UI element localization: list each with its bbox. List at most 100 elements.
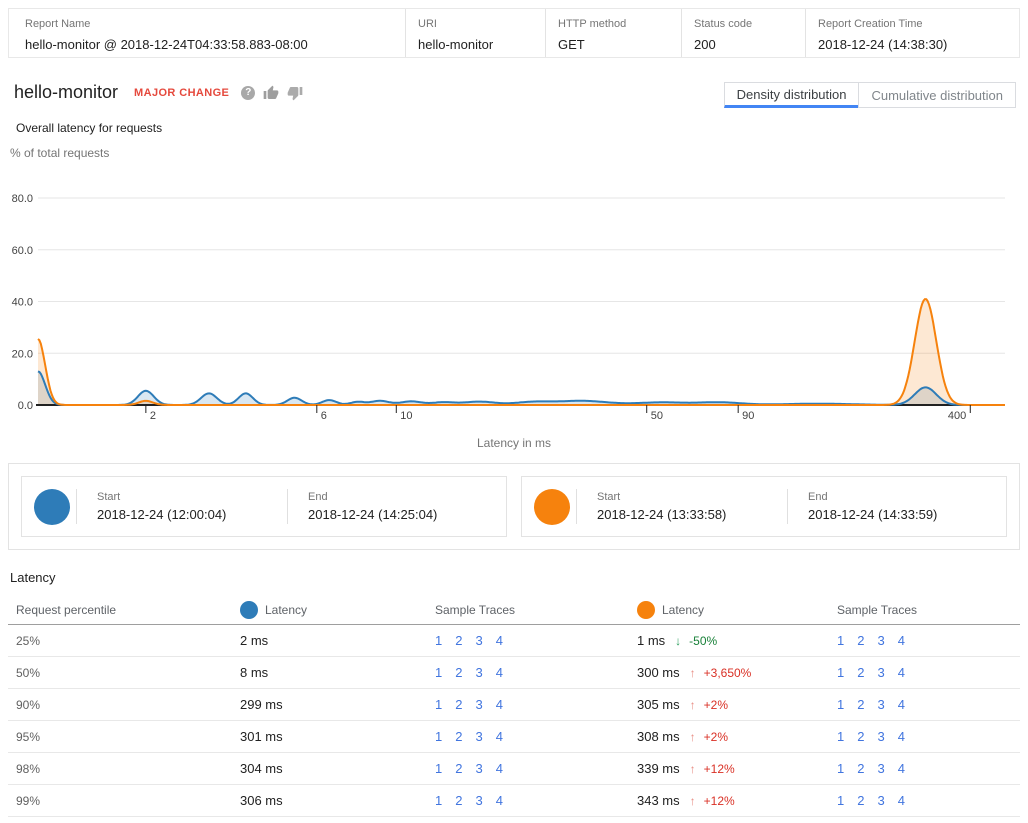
sample-trace-link[interactable]: 2	[455, 793, 463, 808]
change-arrow-icon: ↑	[689, 665, 696, 680]
comparison-latency-value: 339 ms	[637, 761, 680, 776]
svg-text:90: 90	[742, 410, 754, 422]
cell-baseline-latency: 304 ms	[240, 761, 283, 776]
baseline-series-dot	[240, 600, 258, 619]
svg-text:6: 6	[321, 410, 327, 422]
tab-density-distribution[interactable]: Density distribution	[723, 82, 860, 108]
sample-trace-link[interactable]: 1	[435, 665, 443, 680]
cell-baseline-latency: 8 ms	[240, 665, 269, 680]
sample-trace-link[interactable]: 1	[837, 633, 845, 648]
sample-trace-link[interactable]: 2	[455, 665, 463, 680]
sample-trace-link[interactable]: 1	[837, 665, 845, 680]
header-request-percentile: Request percentile	[16, 602, 117, 617]
change-percent: +12%	[703, 761, 735, 776]
change-percent: +2%	[703, 697, 728, 712]
table-row: 99% 306 ms 1 2 3 4 343 ms ↑ +12% 1 2 3 4	[8, 785, 1020, 817]
sample-trace-link[interactable]: 3	[475, 665, 483, 680]
sample-trace-link[interactable]: 2	[857, 729, 865, 744]
sample-trace-link[interactable]: 4	[897, 729, 905, 744]
sample-trace-link[interactable]: 2	[455, 633, 463, 648]
cell-baseline-latency: 301 ms	[240, 729, 283, 744]
sample-trace-link[interactable]: 3	[877, 665, 885, 680]
sample-trace-link[interactable]: 4	[897, 665, 905, 680]
help-icon[interactable]: ?	[241, 85, 256, 100]
time-range-legend: Start 2018-12-24 (12:00:04) End 2018-12-24 …	[8, 463, 1020, 550]
sample-trace-link[interactable]: 1	[435, 793, 443, 808]
thumb-up-icon[interactable]	[263, 85, 279, 101]
legend-end-block: End 2018-12-24 (14:25:04)	[288, 491, 437, 522]
sample-trace-link[interactable]: 2	[455, 729, 463, 744]
chart-y-axis-caption: % of total requests	[10, 146, 110, 160]
sample-trace-link[interactable]: 1	[837, 793, 845, 808]
sample-trace-link[interactable]: 3	[475, 761, 483, 776]
sample-trace-link[interactable]: 2	[857, 633, 865, 648]
cell-request-percentile: 95%	[16, 729, 41, 744]
sample-trace-link[interactable]: 2	[857, 665, 865, 680]
report-info-field: Status code 200	[681, 9, 805, 57]
comparison-latency-value: 308 ms	[637, 729, 680, 744]
sample-trace-link[interactable]: 1	[837, 761, 845, 776]
major-change-badge: MAJOR CHANGE	[134, 86, 230, 99]
sample-trace-link[interactable]: 1	[435, 761, 443, 776]
report-info-field: HTTP method GET	[545, 9, 681, 57]
sample-trace-link[interactable]: 3	[877, 729, 885, 744]
svg-text:10: 10	[400, 410, 412, 422]
sample-trace-link[interactable]: 4	[495, 729, 503, 744]
sample-trace-link[interactable]: 3	[877, 761, 885, 776]
sample-trace-link[interactable]: 1	[435, 633, 443, 648]
sample-trace-link[interactable]: 4	[897, 761, 905, 776]
sample-trace-link[interactable]: 2	[857, 793, 865, 808]
report-info-field: Report Name hello-monitor @ 2018-12-24T04…	[9, 9, 405, 57]
sample-trace-link[interactable]: 4	[495, 793, 503, 808]
sample-trace-link[interactable]: 1	[837, 729, 845, 744]
legend-start-value: 2018-12-24 (13:33:58)	[597, 507, 727, 522]
sample-trace-link[interactable]: 3	[877, 793, 885, 808]
sample-trace-link[interactable]: 3	[877, 633, 885, 648]
report-info-value: 200	[694, 37, 716, 52]
sample-trace-link[interactable]: 4	[495, 665, 503, 680]
divider	[787, 489, 788, 524]
legend-end-value: 2018-12-24 (14:25:04)	[308, 507, 438, 522]
sample-trace-link[interactable]: 4	[897, 793, 905, 808]
sample-trace-link[interactable]: 4	[897, 697, 905, 712]
change-arrow-icon: ↑	[689, 793, 696, 808]
change-arrow-icon: ↑	[689, 761, 696, 776]
tab-cumulative-distribution[interactable]: Cumulative distribution	[858, 82, 1016, 108]
legend-end-label: End	[308, 491, 328, 503]
sample-trace-link[interactable]: 2	[455, 761, 463, 776]
sample-trace-link[interactable]: 2	[857, 761, 865, 776]
sample-trace-link[interactable]: 1	[837, 697, 845, 712]
sample-trace-link[interactable]: 3	[475, 697, 483, 712]
cell-comparison-latency: 305 ms ↑ +2%	[637, 697, 837, 712]
legend-start-label: Start	[597, 491, 621, 503]
sample-trace-link[interactable]: 4	[897, 633, 905, 648]
sample-trace-link[interactable]: 4	[495, 697, 503, 712]
comparison-series-dot	[637, 600, 655, 619]
sample-trace-link[interactable]: 2	[857, 697, 865, 712]
sample-trace-link[interactable]: 2	[455, 697, 463, 712]
cell-baseline-latency: 2 ms	[240, 633, 269, 648]
report-info-field: Report Creation Time 2018-12-24 (14:38:30…	[805, 9, 1019, 57]
sample-trace-link[interactable]: 4	[495, 633, 503, 648]
sample-trace-link[interactable]: 3	[475, 793, 483, 808]
series-color-dot	[534, 488, 570, 525]
cell-request-percentile: 98%	[16, 761, 41, 776]
sample-trace-link[interactable]: 4	[495, 761, 503, 776]
sample-trace-link[interactable]: 1	[435, 697, 443, 712]
comparison-latency-value: 305 ms	[637, 697, 680, 712]
change-arrow-icon: ↑	[689, 697, 696, 712]
chart-subtitle: Overall latency for requests	[16, 121, 163, 135]
thumb-down-icon[interactable]	[287, 85, 303, 101]
header-baseline-sample-traces: Sample Traces	[435, 602, 516, 617]
divider	[576, 489, 577, 524]
sample-trace-link[interactable]: 3	[475, 729, 483, 744]
sample-trace-link[interactable]: 3	[475, 633, 483, 648]
comparison-latency-value: 300 ms	[637, 665, 680, 680]
legend-card-comparison: Start 2018-12-24 (13:33:58) End 2018-12-24 …	[521, 476, 1007, 537]
sample-trace-link[interactable]: 1	[435, 729, 443, 744]
svg-text:2: 2	[150, 410, 156, 422]
sample-trace-link[interactable]: 3	[877, 697, 885, 712]
series-color-dot	[34, 488, 70, 525]
